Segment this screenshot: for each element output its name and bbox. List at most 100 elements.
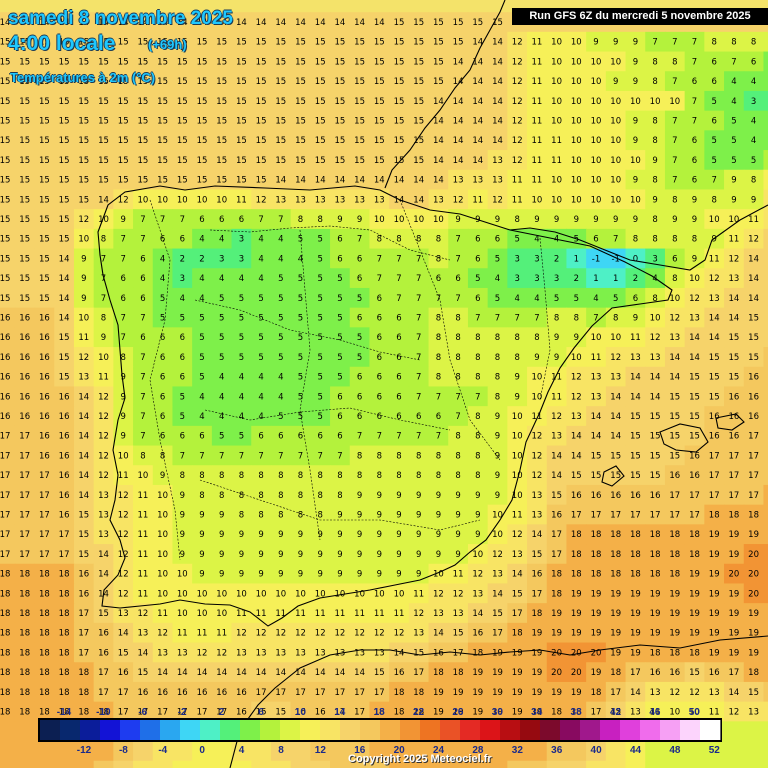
field-cell: [684, 662, 705, 683]
temperature-value: 19: [650, 609, 661, 619]
temperature-value: 15: [0, 294, 10, 304]
temperature-value: 14: [118, 629, 129, 639]
field-cell: [527, 307, 548, 328]
field-cell: [251, 524, 272, 545]
field-cell: [664, 603, 686, 624]
field-cell: [54, 268, 75, 289]
temperature-value: 7: [416, 294, 421, 304]
temperature-value: 6: [337, 432, 342, 442]
field-cell: [270, 327, 292, 348]
field-cell: [664, 90, 686, 112]
field-cell: [724, 425, 745, 447]
field-cell: [507, 189, 528, 210]
temperature-value: 5: [278, 333, 283, 343]
field-cell: [152, 71, 174, 92]
temperature-value: 4: [593, 294, 598, 304]
temperature-value: 10: [591, 136, 602, 146]
temperature-value: 15: [433, 38, 444, 48]
temperature-value: 16: [0, 392, 10, 402]
temperature-value: 12: [118, 530, 129, 540]
temperature-value: 5: [337, 294, 342, 304]
temperature-value: 15: [374, 38, 385, 48]
field-cell: [251, 327, 272, 348]
temperature-value: 14: [315, 18, 326, 28]
temperature-value: 10: [551, 195, 562, 205]
temperature-value: 14: [394, 648, 405, 658]
field-cell: [34, 12, 55, 33]
temperature-value: 9: [672, 215, 677, 225]
temperature-value: 10: [216, 609, 227, 619]
field-cell: [0, 209, 16, 230]
temperature-value: 10: [610, 333, 621, 343]
temperature-value: 14: [354, 176, 365, 186]
field-cell: [408, 701, 430, 722]
temperature-value: 4: [199, 294, 204, 304]
temperature-value: 14: [197, 18, 208, 28]
temperature-value: 19: [492, 708, 503, 718]
temperature-value: 9: [436, 491, 441, 501]
field-cell: [408, 524, 430, 545]
field-cell: [586, 563, 607, 585]
temperature-value: 15: [0, 97, 10, 107]
temperature-value: 15: [118, 97, 129, 107]
field-cell: [14, 425, 36, 447]
temperature-value: 12: [531, 432, 542, 442]
field-cell: [192, 347, 213, 368]
temperature-value: 12: [492, 550, 503, 560]
field-cell: [270, 642, 292, 663]
field-cell: [330, 268, 351, 289]
temperature-value: 15: [197, 136, 208, 146]
field-cell: [724, 504, 745, 525]
temperature-value: 4: [219, 235, 224, 245]
field-cell: [133, 425, 154, 447]
field-cell: [408, 465, 430, 486]
temperature-value: 15: [689, 412, 700, 422]
field-cell: [487, 603, 508, 624]
field-cell: [467, 169, 489, 191]
field-cell: [34, 642, 55, 663]
field-cell: [645, 307, 666, 328]
field-cell: [467, 150, 489, 171]
field-cell: [54, 603, 75, 624]
field-cell: [211, 110, 233, 131]
temperature-value: 9: [731, 176, 736, 186]
temperature-value: 7: [534, 314, 539, 324]
temperature-value: 4: [160, 274, 165, 284]
temperature-value: 2: [180, 254, 185, 264]
field-cell: [290, 445, 311, 466]
temperature-value: 18: [0, 668, 10, 678]
temperature-value: 6: [436, 412, 441, 422]
field-cell: [625, 228, 646, 250]
field-cell: [54, 307, 75, 328]
field-cell: [192, 268, 213, 289]
legend-tick-label: -12: [77, 745, 92, 756]
temperature-value: 5: [298, 373, 303, 383]
field-cell: [349, 583, 371, 604]
temperature-value: 6: [751, 57, 756, 67]
temperature-value: 6: [258, 432, 263, 442]
legend-swatch: [200, 720, 221, 740]
temperature-value: 17: [551, 550, 562, 560]
field-cell: [93, 209, 114, 230]
temperature-value: 9: [495, 471, 500, 481]
temperature-value: 7: [652, 38, 657, 48]
field-cell: [389, 504, 410, 525]
field-cell: [467, 189, 489, 210]
field-cell: [467, 603, 489, 624]
temperature-value: 5: [219, 294, 224, 304]
field-cell: [270, 366, 292, 388]
field-cell: [330, 12, 351, 33]
temperature-value: 14: [610, 412, 621, 422]
temperature-value: 15: [591, 471, 602, 481]
field-cell: [724, 484, 745, 506]
temperature-value: 7: [711, 176, 716, 186]
field-cell: [507, 169, 528, 191]
field-cell: [743, 760, 765, 768]
field-cell: [133, 228, 154, 250]
field-cell: [566, 287, 587, 309]
field-cell: [527, 31, 548, 53]
temperature-value: 7: [377, 274, 382, 284]
temperature-value: 15: [78, 156, 89, 166]
temperature-value: 8: [180, 471, 185, 481]
temperature-value: 10: [571, 176, 582, 186]
